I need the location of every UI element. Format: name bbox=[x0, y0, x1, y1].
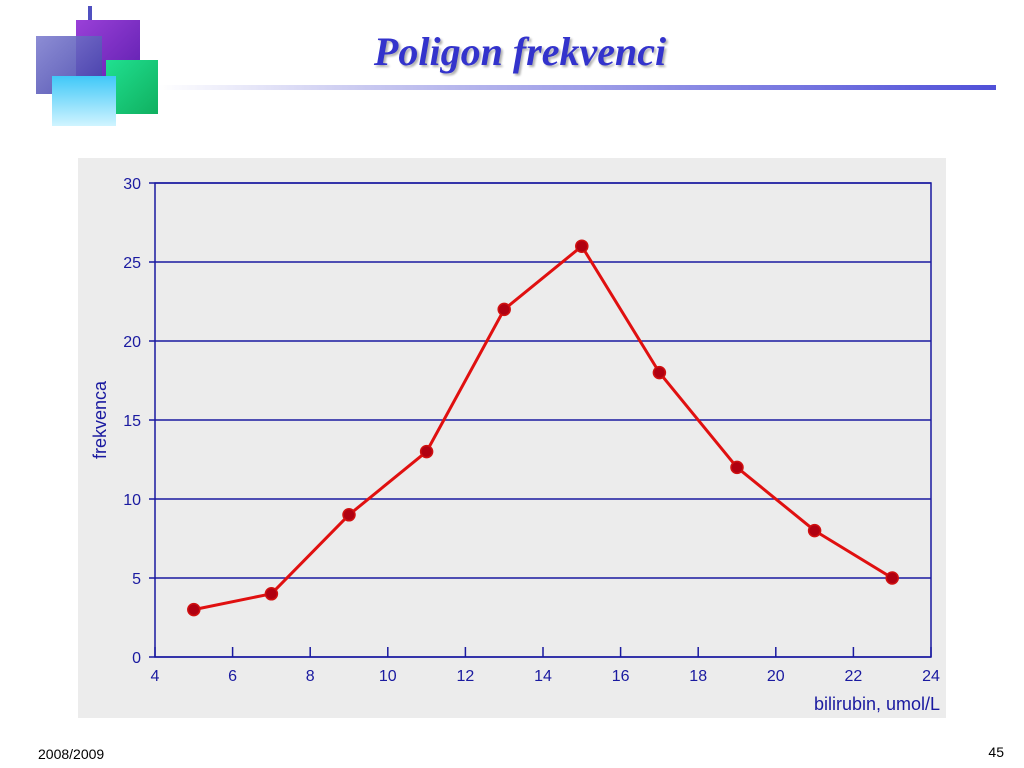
footer-date: 2008/2009 bbox=[38, 746, 105, 762]
x-tick-label: 4 bbox=[151, 668, 160, 685]
x-tick-label: 10 bbox=[379, 668, 397, 685]
data-point bbox=[652, 365, 667, 380]
x-tick-label: 24 bbox=[922, 668, 940, 685]
page-number: 45 bbox=[988, 744, 1004, 760]
y-tick-label: 5 bbox=[132, 571, 141, 588]
data-point bbox=[497, 302, 511, 317]
slide-title: Poligon frekvenci bbox=[373, 29, 667, 74]
x-tick-label: 16 bbox=[612, 668, 630, 685]
tick-labels: 0 5 10 15 20 25 30 4 6 8 10 12 14 16 18 20 22 24 bbox=[123, 176, 940, 685]
x-tick-label: 18 bbox=[689, 668, 707, 685]
data-point bbox=[419, 444, 434, 459]
title-underline bbox=[158, 85, 996, 90]
x-tick-label: 8 bbox=[306, 668, 315, 685]
y-axis-label: frekvenca bbox=[90, 380, 110, 459]
y-tick-label: 15 bbox=[123, 413, 141, 430]
x-axis-label: bilirubin, umol/L bbox=[814, 694, 940, 714]
x-tick-label: 20 bbox=[767, 668, 785, 685]
data-point bbox=[575, 239, 589, 253]
x-tick-label: 22 bbox=[845, 668, 863, 685]
data-point bbox=[264, 587, 279, 601]
data-point bbox=[342, 508, 356, 522]
y-tick-label: 10 bbox=[123, 492, 141, 509]
y-tick-label: 30 bbox=[123, 176, 141, 193]
data-point bbox=[885, 571, 899, 585]
axes bbox=[149, 182, 932, 658]
corner-deco-square-cyan bbox=[52, 76, 116, 126]
data-point bbox=[807, 523, 822, 538]
y-tick-label: 25 bbox=[123, 255, 141, 272]
x-tick-label: 6 bbox=[228, 668, 237, 685]
y-tick-label: 0 bbox=[132, 650, 141, 667]
series-line bbox=[193, 244, 893, 612]
x-tick-label: 12 bbox=[457, 668, 475, 685]
data-series bbox=[187, 239, 899, 617]
y-tick-label: 20 bbox=[123, 334, 141, 351]
x-tick-label: 14 bbox=[534, 668, 552, 685]
chart-background bbox=[78, 158, 946, 718]
data-point bbox=[187, 602, 201, 617]
data-point bbox=[730, 460, 744, 475]
